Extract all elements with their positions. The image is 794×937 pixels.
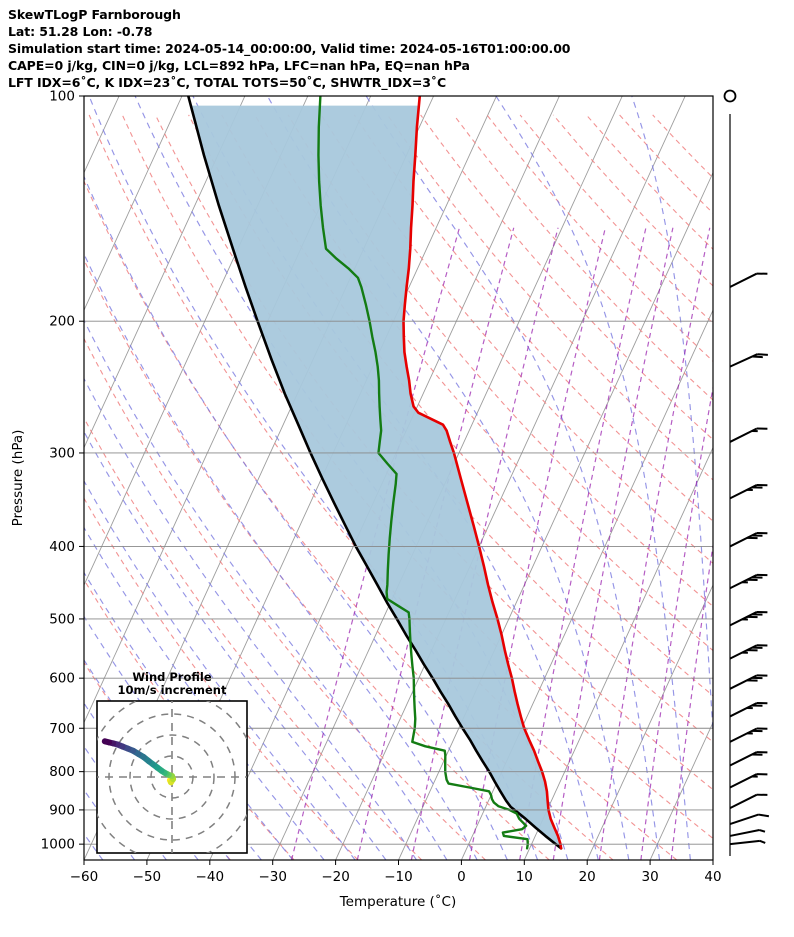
temperature-tick-label: −50 bbox=[133, 869, 162, 885]
wind-barb bbox=[729, 773, 768, 789]
temperature-tick-label: 20 bbox=[579, 869, 596, 885]
title-line: SkewTLogP Farnborough bbox=[8, 7, 181, 22]
wind-barb bbox=[729, 610, 768, 627]
wind-barb bbox=[729, 813, 770, 825]
temperature-tick-label: 40 bbox=[704, 869, 721, 885]
y-axis-label: Pressure (hPa) bbox=[10, 430, 26, 527]
pressure-tick-label: 900 bbox=[49, 802, 75, 818]
wind-barb bbox=[729, 674, 768, 690]
hodograph-inset bbox=[96, 700, 248, 854]
wind-barb bbox=[723, 89, 737, 103]
pressure-tick-label: 700 bbox=[49, 721, 75, 737]
wind-barb bbox=[729, 353, 768, 368]
temperature-tick-label: −20 bbox=[321, 869, 350, 885]
temperature-tick-label: −40 bbox=[196, 869, 225, 885]
pressure-tick-label: 500 bbox=[49, 611, 75, 627]
wind-barb bbox=[729, 272, 768, 288]
dewpoint-profile-line bbox=[317, 96, 529, 850]
x-axis-label: Temperature (˚C) bbox=[339, 893, 457, 910]
cape-line: CAPE=0 j/kg, CIN=0 j/kg, LCL=892 hPa, LF… bbox=[8, 58, 470, 73]
cape-shading bbox=[190, 105, 562, 849]
temperature-tick-label: 0 bbox=[457, 869, 466, 885]
wind-barbs bbox=[723, 89, 770, 856]
temperature-tick-label: 30 bbox=[642, 869, 659, 885]
wind-barb bbox=[729, 532, 768, 548]
wind-barb bbox=[729, 644, 768, 660]
temperature-tick-label: 10 bbox=[516, 869, 533, 885]
pressure-tick-label: 100 bbox=[49, 89, 75, 105]
pressure-tick-label: 300 bbox=[49, 445, 75, 461]
wind-barb bbox=[729, 483, 768, 500]
pressure-tick-label: 1000 bbox=[41, 837, 75, 853]
wind-barb bbox=[729, 793, 768, 809]
wind-barb bbox=[729, 702, 768, 718]
inset-title-line1: Wind Profile bbox=[132, 670, 212, 684]
wind-barb bbox=[729, 727, 768, 743]
wind-barb bbox=[729, 829, 766, 837]
location-line: Lat: 51.28 Lon: -0.78 bbox=[8, 24, 153, 39]
wind-barb bbox=[729, 751, 768, 767]
temperature-profile-line bbox=[402, 96, 563, 850]
wind-barb bbox=[729, 839, 766, 846]
temperature-tick-label: −60 bbox=[70, 869, 99, 885]
temperature-tick-label: −10 bbox=[384, 869, 413, 885]
pressure-tick-label: 600 bbox=[49, 671, 75, 687]
temperature-tick-label: −30 bbox=[258, 869, 287, 885]
time-line: Simulation start time: 2024-05-14_00:00:… bbox=[8, 41, 571, 56]
sounding-profiles bbox=[187, 96, 563, 850]
wind-barb bbox=[729, 427, 768, 443]
pressure-tick-label: 200 bbox=[49, 314, 75, 330]
parcel-profile-line bbox=[187, 96, 563, 850]
inset-title-line2: 10m/s increment bbox=[118, 683, 227, 697]
pressure-tick-label: 800 bbox=[49, 764, 75, 780]
pressure-tick-label: 400 bbox=[49, 539, 75, 555]
indices-line: LFT IDX=6˚C, K IDX=23˚C, TOTAL TOTS=50˚C… bbox=[8, 75, 447, 90]
wind-barb bbox=[729, 573, 768, 590]
